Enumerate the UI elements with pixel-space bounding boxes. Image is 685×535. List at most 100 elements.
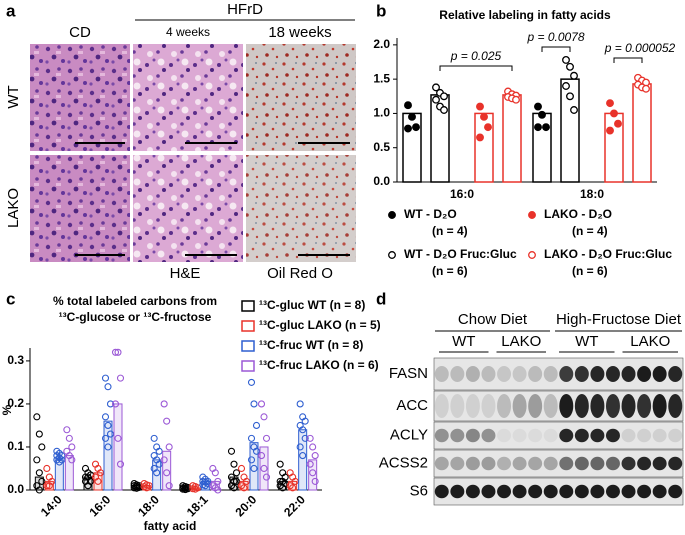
data-point — [311, 452, 319, 460]
panel-letter: d — [376, 289, 386, 308]
blot-band — [528, 484, 543, 499]
blot-band — [434, 366, 449, 382]
blot-band — [621, 456, 636, 471]
blot-band — [652, 484, 667, 499]
data-point — [55, 458, 63, 466]
bar — [560, 78, 580, 183]
data-point — [179, 485, 187, 493]
diet-label: High-Fructose Diet — [556, 311, 682, 328]
blot-band — [605, 394, 620, 418]
data-point — [299, 452, 307, 460]
column-label: 18 weeks — [268, 24, 331, 41]
bar — [308, 459, 318, 491]
data-point — [227, 447, 236, 455]
legend-n: (n = 4) — [572, 224, 608, 238]
data-point — [562, 82, 570, 90]
blot-band — [434, 394, 449, 418]
protein-label: FASN — [389, 365, 428, 382]
x-tick-label: 20:0 — [232, 492, 259, 519]
blot-band — [528, 428, 543, 443]
data-point — [311, 477, 319, 485]
data-point — [276, 460, 284, 468]
blot-band — [637, 484, 652, 499]
data-point — [101, 374, 110, 382]
data-point — [214, 477, 222, 485]
y-axis-label: % — [0, 404, 14, 415]
bar — [632, 83, 652, 183]
data-point — [296, 400, 304, 408]
data-point — [534, 123, 542, 132]
blot-band — [574, 484, 589, 499]
data-point — [214, 486, 222, 494]
data-point — [165, 443, 173, 451]
blot-band — [590, 484, 605, 499]
x-tick-label: 22:0 — [281, 492, 308, 519]
data-point — [412, 123, 420, 132]
data-point — [165, 482, 173, 490]
legend-label: ¹³C-gluc WT (n = 8) — [259, 298, 365, 312]
data-point — [614, 119, 622, 128]
p-value: p = 0.0078 — [526, 30, 584, 44]
legend-swatch — [241, 360, 255, 372]
blot-band — [637, 456, 652, 471]
micrographs — [30, 44, 356, 262]
y-tick-label: 1.5 — [373, 71, 390, 85]
legend-label: LAKO - D₂O — [544, 207, 612, 221]
blot-band — [481, 456, 496, 471]
legend-swatch — [241, 340, 255, 352]
data-point — [163, 469, 171, 477]
blot-band — [465, 428, 480, 443]
data-point — [189, 485, 197, 493]
blot-band — [497, 484, 512, 499]
blot-band — [497, 366, 512, 382]
data-point — [476, 102, 484, 111]
micrograph — [133, 155, 243, 262]
blot-band — [450, 484, 465, 499]
blot-band — [481, 394, 496, 418]
blot-band — [590, 366, 605, 382]
blot-band — [637, 394, 652, 418]
data-point — [309, 443, 317, 451]
data-point — [240, 484, 248, 492]
blot-band — [450, 456, 465, 471]
protein-label: ACLY — [390, 426, 428, 443]
significance-bracket — [439, 65, 513, 71]
blot-band — [543, 366, 558, 382]
legend-swatch — [241, 300, 255, 312]
data-point — [408, 112, 416, 121]
blot-band — [450, 366, 465, 382]
blot-band — [528, 394, 543, 418]
data-point — [404, 124, 412, 133]
data-point — [35, 430, 43, 438]
data-point — [150, 434, 158, 442]
data-point — [111, 400, 120, 408]
blot-band — [637, 428, 652, 443]
blot-band — [512, 366, 527, 382]
y-tick-label: 1.0 — [373, 106, 390, 120]
data-point — [101, 434, 110, 442]
bar — [152, 459, 162, 491]
data-point — [247, 378, 256, 386]
data-point — [68, 456, 76, 464]
bar — [103, 420, 113, 491]
data-point — [301, 434, 309, 442]
legend-label: ¹³C-gluc LAKO (n = 5) — [259, 318, 381, 332]
data-point — [480, 112, 488, 121]
data-point — [538, 110, 546, 119]
bar — [249, 442, 259, 491]
x-tick-label: 18:0 — [580, 187, 604, 201]
blot-band — [434, 484, 449, 499]
data-point — [250, 464, 258, 473]
bar — [298, 429, 308, 491]
data-point — [35, 469, 43, 477]
blot-band — [481, 428, 496, 443]
data-point — [35, 486, 43, 494]
significance-bracket — [613, 57, 643, 63]
data-point — [484, 123, 492, 132]
data-point — [116, 374, 125, 382]
blot-band — [528, 456, 543, 471]
protein-label: ACSS2 — [379, 454, 428, 471]
data-point — [43, 482, 51, 490]
data-point — [512, 95, 520, 104]
x-tick-label: 18:1 — [184, 492, 211, 519]
